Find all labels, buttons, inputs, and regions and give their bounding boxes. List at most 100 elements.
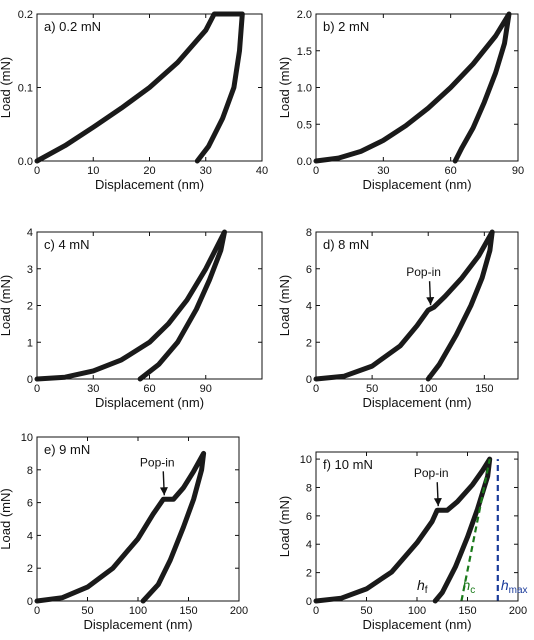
- h-subscript: c: [470, 585, 475, 596]
- pop-in-arrow-head: [159, 487, 168, 496]
- y-axis-title: Load (mN): [277, 275, 292, 336]
- x-tick-label: 20: [143, 165, 155, 177]
- pop-in-arrow-head: [433, 498, 442, 507]
- panel-label: e) 9 mN: [44, 442, 90, 457]
- load-displacement-curve: [34, 229, 227, 382]
- y-tick-label: 6: [27, 498, 33, 510]
- load-displacement-curve: [313, 229, 495, 382]
- y-tick-label: 4: [306, 539, 312, 551]
- x-tick-label: 100: [408, 605, 426, 617]
- x-tick-label: 150: [475, 383, 493, 395]
- y-axis-title: Load (mN): [0, 488, 13, 549]
- y-tick-label: 4: [306, 301, 312, 313]
- panel-label: a) 0.2 mN: [44, 19, 101, 34]
- y-tick-label: 1: [27, 337, 33, 349]
- y-tick-label: 0.5: [297, 119, 312, 131]
- hc-dashed-line: [460, 458, 491, 602]
- x-tick-label: 50: [81, 605, 93, 617]
- y-tick-label: 0.2: [18, 9, 33, 21]
- x-axis-title: Displacement (nm): [362, 617, 471, 632]
- load-displacement-curve: [34, 11, 245, 164]
- x-axis-title: Displacement (nm): [83, 617, 192, 632]
- x-tick-label: 150: [179, 605, 197, 617]
- x-axis-title: Displacement (nm): [362, 177, 471, 192]
- y-axis-title: Load (mN): [277, 57, 292, 118]
- y-tick-label: 8: [27, 465, 33, 477]
- pop-in-label: Pop-in: [140, 455, 175, 469]
- y-tick-label: 4: [27, 227, 33, 239]
- y-tick-label: 2: [27, 301, 33, 313]
- x-axis-title: Displacement (nm): [362, 395, 471, 410]
- y-axis-title: Load (mN): [277, 496, 292, 557]
- y-axis-title: Load (mN): [0, 57, 13, 118]
- x-tick-label: 40: [256, 165, 268, 177]
- panel-label: b) 2 mN: [323, 19, 369, 34]
- y-tick-label: 1.5: [297, 46, 312, 58]
- y-tick-label: 0.1: [18, 83, 33, 95]
- pop-in-label: Pop-in: [414, 466, 449, 480]
- x-tick-label: 0: [313, 165, 319, 177]
- x-tick-label: 200: [509, 605, 527, 617]
- h-symbol: h: [417, 577, 425, 593]
- x-tick-label: 10: [87, 165, 99, 177]
- x-tick-label: 0: [313, 383, 319, 395]
- h-max-label: hmax: [501, 577, 528, 596]
- x-tick-label: 100: [419, 383, 437, 395]
- y-tick-label: 2: [306, 568, 312, 580]
- y-tick-label: 0: [306, 596, 312, 608]
- y-tick-label: 6: [306, 264, 312, 276]
- x-tick-label: 30: [87, 383, 99, 395]
- panel-label: c) 4 mN: [44, 237, 90, 252]
- x-tick-label: 0: [34, 383, 40, 395]
- y-tick-label: 0.0: [18, 156, 33, 168]
- plot-frame: [36, 231, 263, 380]
- h-subscript: f: [425, 585, 428, 596]
- chart-panel-6: 0 50 100 150 200 0 2 4 6 8 10 Displacement (nm) Load…: [277, 451, 528, 632]
- y-tick-label: 8: [306, 227, 312, 239]
- x-tick-label: 50: [360, 605, 372, 617]
- pop-in-label: Pop-in: [406, 265, 441, 279]
- x-tick-label: 0: [34, 605, 40, 617]
- y-tick-label: 10: [300, 454, 312, 466]
- x-tick-label: 0: [313, 605, 319, 617]
- x-axis-title: Displacement (nm): [95, 177, 204, 192]
- h-symbol: h: [462, 577, 470, 593]
- y-tick-label: 4: [27, 530, 33, 542]
- chart-panel-2: 0 30 60 90 0.0 0.5 1.0 1.5 2.0 Displacement (nm) L…: [277, 9, 524, 192]
- panel-label: d) 8 mN: [323, 237, 369, 252]
- y-tick-label: 3: [27, 264, 33, 276]
- x-tick-label: 60: [445, 165, 457, 177]
- y-tick-label: 10: [21, 432, 33, 444]
- y-tick-label: 0: [27, 374, 33, 386]
- y-axis-title: Load (mN): [0, 275, 13, 336]
- plot-frame: [36, 436, 240, 602]
- x-axis-title: Displacement (nm): [95, 395, 204, 410]
- h-f-label: hf: [417, 577, 428, 596]
- y-tick-label: 1.0: [297, 83, 312, 95]
- chart-panel-1: 0 10 20 30 40 0.0 0.1 0.2 Displacement (nm) Load …: [0, 9, 268, 192]
- x-tick-label: 150: [458, 605, 476, 617]
- y-tick-label: 0.0: [297, 156, 312, 168]
- x-tick-label: 100: [129, 605, 147, 617]
- h-subscript: max: [509, 585, 528, 596]
- panel-label: f) 10 mN: [323, 457, 373, 472]
- h-symbol: h: [501, 577, 509, 593]
- x-tick-label: 30: [200, 165, 212, 177]
- load-displacement-curve: [34, 450, 207, 604]
- x-tick-label: 50: [366, 383, 378, 395]
- y-tick-label: 0: [306, 374, 312, 386]
- chart-panel-4: 0 50 100 150 0 2 4 6 8 Displacement (nm) Load (mN)…: [277, 227, 519, 410]
- y-tick-label: 8: [306, 482, 312, 494]
- pop-in-arrow-head: [426, 297, 435, 306]
- x-tick-label: 30: [377, 165, 389, 177]
- chart-panel-3: 0 30 60 90 0 1 2 3 4 Displacement (nm) Load (mN) c)…: [0, 227, 263, 410]
- x-tick-label: 0: [34, 165, 40, 177]
- y-tick-label: 2: [306, 337, 312, 349]
- y-tick-label: 6: [306, 511, 312, 523]
- x-tick-label: 200: [230, 605, 248, 617]
- chart-panel-5: 0 50 100 150 200 0 2 4 6 8 10 Displacement (nm) Load…: [0, 432, 248, 632]
- y-tick-label: 2.0: [297, 9, 312, 21]
- x-tick-label: 60: [143, 383, 155, 395]
- x-tick-label: 90: [512, 165, 524, 177]
- load-displacement-curve: [313, 11, 512, 164]
